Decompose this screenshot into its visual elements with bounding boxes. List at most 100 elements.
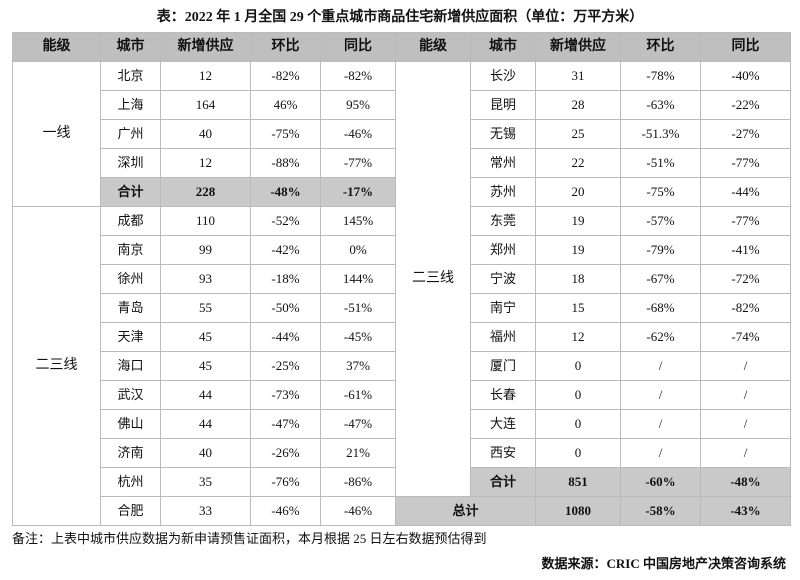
mom-cell: -18% (250, 264, 321, 294)
supply-cell: 93 (160, 264, 251, 294)
yoy-cell: -82% (700, 293, 791, 323)
city-cell: 北京 (100, 61, 161, 91)
supply-cell: 33 (160, 496, 251, 526)
header-cell: 能级 (12, 32, 101, 62)
total-label: 合计 (100, 177, 161, 207)
yoy-cell: -61% (320, 380, 396, 410)
supply-cell: 12 (160, 61, 251, 91)
mom-cell: -63% (620, 90, 701, 120)
city-cell: 青岛 (100, 293, 161, 323)
city-cell: 厦门 (470, 351, 536, 381)
mom-cell: -78% (620, 61, 701, 91)
supply-table: 能级 城市 新增供应 环比 同比 能级 城市 新增供应 环比 同比 一线 北京 12 -82% -82% 二… (12, 32, 791, 526)
supply-cell: 31 (535, 61, 621, 91)
header-cell: 城市 (470, 32, 536, 62)
supply-cell: 45 (160, 351, 251, 381)
header-cell: 环比 (250, 32, 321, 62)
mom-cell: -79% (620, 235, 701, 265)
table-row: 合计 228 -48% -17% 苏州 20 -75% -44% (13, 177, 791, 207)
yoy-cell: -44% (700, 177, 791, 207)
header-cell: 新增供应 (160, 32, 251, 62)
city-cell: 深圳 (100, 148, 161, 178)
mom-cell: -51.3% (620, 119, 701, 149)
mom-cell: -62% (620, 322, 701, 352)
mom-cell: / (620, 409, 701, 439)
header-cell: 能级 (395, 32, 471, 62)
yoy-cell: -45% (320, 322, 396, 352)
mom-cell: -51% (620, 148, 701, 178)
total-supply: 228 (160, 177, 251, 207)
header-cell: 城市 (100, 32, 161, 62)
mom-cell: -25% (250, 351, 321, 381)
city-cell: 东莞 (470, 206, 536, 236)
supply-cell: 55 (160, 293, 251, 323)
mom-cell: -47% (250, 409, 321, 439)
header-cell: 同比 (320, 32, 396, 62)
mom-cell: -44% (250, 322, 321, 352)
grand-total-mom: -58% (620, 496, 701, 526)
supply-cell: 45 (160, 322, 251, 352)
mom-cell: -75% (250, 119, 321, 149)
city-cell: 成都 (100, 206, 161, 236)
city-cell: 上海 (100, 90, 161, 120)
header-cell: 同比 (700, 32, 791, 62)
supply-cell: 40 (160, 438, 251, 468)
supply-cell: 28 (535, 90, 621, 120)
city-cell: 广州 (100, 119, 161, 149)
city-cell: 无锡 (470, 119, 536, 149)
mom-cell: -88% (250, 148, 321, 178)
yoy-cell: -46% (320, 496, 396, 526)
supply-cell: 99 (160, 235, 251, 265)
mom-cell: -46% (250, 496, 321, 526)
yoy-cell: -22% (700, 90, 791, 120)
yoy-cell: -86% (320, 467, 396, 497)
mom-cell: -57% (620, 206, 701, 236)
header-cell: 环比 (620, 32, 701, 62)
supply-cell: 35 (160, 467, 251, 497)
table-row: 杭州 35 -76% -86% 合计 851 -60% -48% (13, 467, 791, 497)
yoy-cell: 0% (320, 235, 396, 265)
yoy-cell: 21% (320, 438, 396, 468)
mom-cell: -50% (250, 293, 321, 323)
supply-cell: 0 (535, 409, 621, 439)
mom-cell: -52% (250, 206, 321, 236)
mom-cell: -68% (620, 293, 701, 323)
grand-total-label: 总计 (395, 496, 536, 526)
supply-cell: 44 (160, 380, 251, 410)
yoy-cell: -41% (700, 235, 791, 265)
yoy-cell: 145% (320, 206, 396, 236)
city-cell: 合肥 (100, 496, 161, 526)
mom-cell: -26% (250, 438, 321, 468)
total-label: 合计 (470, 467, 536, 497)
total-supply: 851 (535, 467, 621, 497)
supply-cell: 25 (535, 119, 621, 149)
city-cell: 佛山 (100, 409, 161, 439)
total-yoy: -48% (700, 467, 791, 497)
supply-cell: 15 (535, 293, 621, 323)
yoy-cell: -47% (320, 409, 396, 439)
table-row: 天津 45 -44% -45% 福州 12 -62% -74% (13, 322, 791, 352)
city-cell: 昆明 (470, 90, 536, 120)
city-cell: 武汉 (100, 380, 161, 410)
yoy-cell: / (700, 409, 791, 439)
total-mom: -60% (620, 467, 701, 497)
city-cell: 长春 (470, 380, 536, 410)
city-cell: 长沙 (470, 61, 536, 91)
table-row: 一线 北京 12 -82% -82% 二三线 长沙 31 -78% -40% (12, 61, 791, 497)
mom-cell: / (620, 438, 701, 468)
yoy-cell: -82% (320, 61, 396, 91)
city-cell: 宁波 (470, 264, 536, 294)
mom-cell: / (620, 380, 701, 410)
city-cell: 苏州 (470, 177, 536, 207)
yoy-cell: 37% (320, 351, 396, 381)
city-cell: 济南 (100, 438, 161, 468)
header-cell: 新增供应 (535, 32, 621, 62)
yoy-cell: / (700, 380, 791, 410)
table-row: 海口 45 -25% 37% 厦门 0// (13, 351, 791, 381)
supply-cell: 164 (160, 90, 251, 120)
table-row: 深圳 12 -88% -77% 常州 22 -51% -77% (13, 148, 791, 178)
supply-cell: 44 (160, 409, 251, 439)
city-cell: 海口 (100, 351, 161, 381)
tier-cell: 一线 (12, 61, 101, 207)
